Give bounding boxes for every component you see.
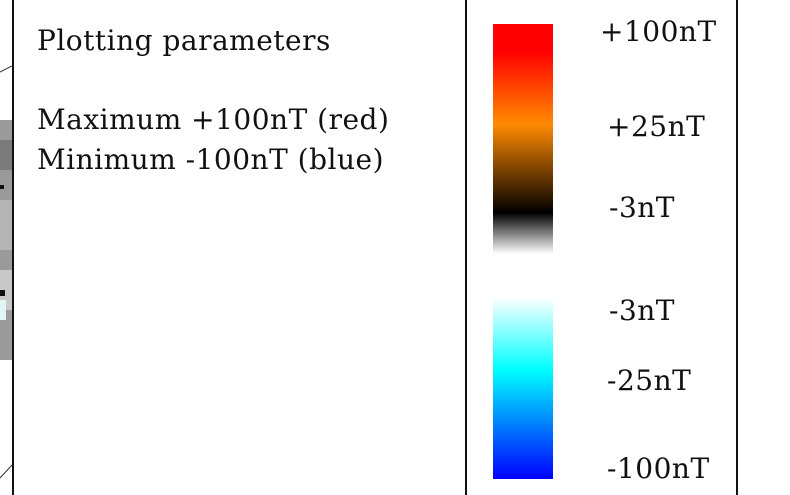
label-plus-100nt: +100nT <box>600 15 717 48</box>
label-minus-25nt: -25nT <box>607 364 692 397</box>
maximum-value-text: Maximum +100nT (red) <box>37 103 390 136</box>
minimum-value-text: Minimum -100nT (blue) <box>37 143 384 176</box>
label-minus-3nt-lower: -3nT <box>609 294 675 327</box>
label-minus-100nt: -100nT <box>607 452 710 485</box>
map-boundary-line <box>0 65 12 73</box>
label-minus-3nt-upper: -3nT <box>609 191 675 224</box>
parameters-panel: Plotting parameters Maximum +100nT (red)… <box>12 0 467 495</box>
label-plus-25nt: +25nT <box>607 110 706 143</box>
survey-map-fragment <box>0 65 12 479</box>
parameters-title: Plotting parameters <box>37 24 331 57</box>
color-ramp-bar <box>493 24 553 479</box>
color-scale-legend: +100nT +25nT -3nT -3nT -25nT -100nT <box>467 0 738 495</box>
